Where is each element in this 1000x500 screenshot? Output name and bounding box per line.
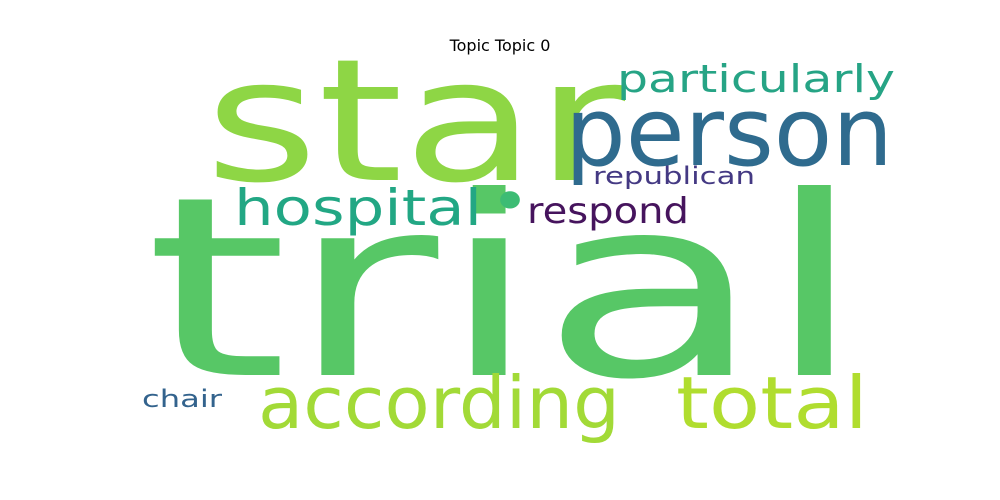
word-total: total (676, 361, 868, 445)
word-according: according (258, 361, 620, 445)
word-cloud-title: Topic Topic 0 (449, 36, 551, 55)
word-republican: republican (593, 162, 755, 190)
word-dot: • (490, 167, 530, 237)
word-hospital: hospital (234, 179, 482, 237)
word-respond: respond (527, 191, 689, 232)
word-star: star (205, 23, 625, 221)
word-trial: trial (145, 143, 865, 434)
word-person: person (565, 78, 893, 188)
word-particularly: particularly (617, 57, 895, 101)
word-chair: chair (142, 385, 222, 413)
